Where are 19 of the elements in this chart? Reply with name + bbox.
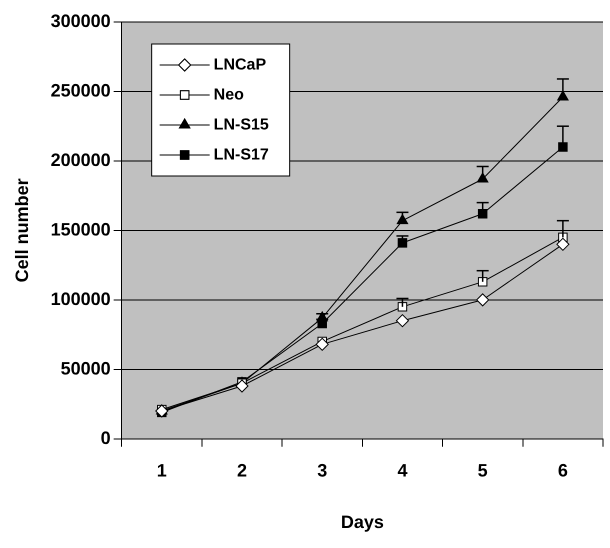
- x-tick-label: 2: [236, 460, 248, 481]
- y-tick-label: 200000: [50, 150, 111, 170]
- y-tick-label: 250000: [50, 80, 111, 100]
- x-tick-label: 4: [397, 460, 408, 481]
- legend-label: Neo: [214, 86, 244, 104]
- x-tick-label: 3: [317, 460, 328, 481]
- y-tick-label: 0: [100, 428, 111, 448]
- legend-label: LN-S15: [214, 116, 269, 134]
- y-axis-title: Cell number: [12, 178, 32, 282]
- y-tick-label: 50000: [60, 358, 111, 378]
- y-tick-label: 300000: [50, 10, 111, 31]
- x-tick-label: 6: [558, 460, 568, 481]
- x-axis-title: Days: [340, 512, 384, 532]
- y-tick-label: 100000: [50, 288, 111, 309]
- y-tick-label: 150000: [50, 219, 111, 240]
- x-tick-label: 5: [478, 460, 488, 481]
- legend-label: LN-S17: [214, 146, 269, 164]
- x-tick-label: 1: [156, 460, 167, 481]
- legend-label: LNCaP: [214, 56, 266, 74]
